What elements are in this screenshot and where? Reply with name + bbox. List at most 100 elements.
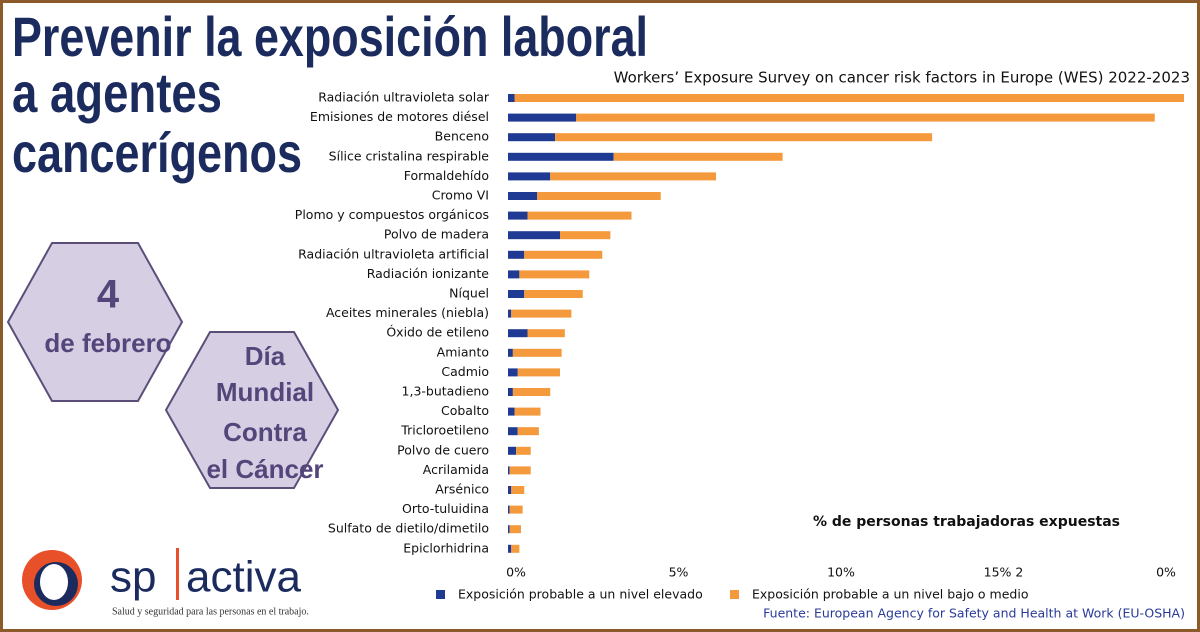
bar-segment	[508, 329, 528, 338]
bar-segment	[511, 486, 525, 494]
logo-tagline: Salud y seguridad para las personas en e…	[112, 606, 309, 617]
category-label: Orto-tuluidina	[402, 501, 489, 516]
chart-title: Workers’ Exposure Survey on cancer risk …	[614, 69, 1190, 87]
category-label: Sulfato de dietilo/dimetilo	[328, 521, 489, 536]
badge-text: el Cáncer	[206, 454, 323, 484]
bar-segment	[550, 172, 716, 181]
bar-segment	[527, 211, 632, 220]
x-tick-label: 0%	[506, 565, 526, 580]
bar-segment	[514, 94, 1184, 102]
category-label: Epiclorhidrina	[403, 540, 489, 555]
category-label: Sílice cristalina respirable	[329, 148, 490, 163]
bar-segment	[537, 192, 661, 200]
logo-divider	[176, 548, 179, 600]
category-label: Cobalto	[441, 403, 489, 418]
category-label: Cadmio	[441, 364, 489, 379]
bar-segment	[508, 211, 528, 220]
category-label: Polvo de madera	[384, 227, 489, 242]
bar-segment	[527, 329, 565, 338]
bar-segment	[509, 505, 523, 514]
bar-segment	[508, 192, 538, 200]
x-tick-label: 5%	[669, 565, 689, 580]
category-label: Emisiones de motores diésel	[310, 109, 489, 124]
category-label: Cromo VI	[432, 188, 489, 203]
bar-segment	[560, 231, 611, 240]
source: Fuente: European Agency for Safety and H…	[763, 606, 1185, 621]
logo-text: activa	[186, 553, 301, 602]
category-label: Polvo de cuero	[397, 442, 489, 457]
legend-swatch	[436, 590, 445, 599]
bar-segment	[509, 525, 521, 534]
title-line: cancerígenos	[12, 121, 302, 184]
bar-segment	[508, 290, 525, 298]
category-label: Formaldehído	[404, 168, 489, 183]
bar-segment	[508, 525, 510, 534]
bar-segment	[511, 544, 520, 553]
bar-segment	[517, 368, 560, 377]
bar-segment	[555, 133, 933, 142]
bar-segment	[512, 348, 562, 357]
category-label: Tricloroetileno	[400, 423, 489, 438]
badge-text: Mundial	[216, 377, 314, 407]
category-label: Plomo y compuestos orgánicos	[295, 207, 489, 222]
bar-segment	[524, 250, 603, 259]
logo-icon	[22, 550, 82, 610]
bar-segment	[512, 388, 551, 396]
category-label: Níquel	[449, 286, 489, 301]
hexagon	[6, 242, 184, 402]
badge-text: de febrero	[44, 328, 171, 358]
bar-segment	[508, 446, 517, 455]
bar-segment	[508, 407, 515, 416]
bar-segment	[508, 427, 518, 436]
legend-label: Exposición probable a un nivel elevado	[458, 587, 703, 602]
bar-segment	[508, 133, 556, 142]
title-line: Prevenir la exposición laboral	[12, 5, 648, 68]
logo-text: sp	[110, 553, 156, 602]
bar-segment	[508, 231, 560, 240]
category-label: Acrilamida	[423, 462, 489, 477]
bar-segment	[508, 348, 513, 357]
category-label: Radiación ultravioleta solar	[318, 90, 490, 105]
bar-segment	[508, 250, 525, 259]
category-label: Radiación ultravioleta artificial	[298, 246, 489, 261]
bar-segment	[576, 113, 1155, 122]
bar-segment	[508, 113, 577, 122]
title-line: a agentes	[12, 61, 222, 124]
bar-segment	[509, 466, 531, 475]
bar-segment	[613, 152, 783, 161]
bar-segment	[514, 407, 541, 416]
badge-text: Día	[245, 341, 286, 371]
x-tick-label: 15% 2	[984, 565, 1024, 580]
category-label: Aceites minerales (niebla)	[326, 305, 489, 320]
bar-segment	[508, 505, 510, 514]
bar-segment	[508, 368, 518, 377]
category-label: Benceno	[435, 129, 489, 144]
category-label: Amianto	[437, 344, 489, 359]
hexagon	[164, 331, 340, 489]
bar-segment	[516, 446, 531, 455]
axis-label: % de personas trabajadoras expuestas	[813, 514, 1120, 530]
bar-segment	[508, 544, 512, 553]
category-label: Arsénico	[435, 482, 489, 497]
bar-segment	[508, 309, 512, 318]
bar-segment	[508, 486, 512, 494]
bar-segment	[508, 270, 520, 279]
bar-segment	[508, 152, 614, 161]
x-tick-label: 0%	[1156, 565, 1176, 580]
bar-segment	[508, 388, 513, 396]
badge-text: Contra	[223, 417, 307, 447]
category-label: Óxido de etileno	[386, 325, 489, 340]
bar-segment	[511, 309, 572, 318]
legend-swatch	[730, 590, 739, 599]
category-label: 1,3-butadieno	[402, 384, 489, 399]
bar-segment	[524, 290, 583, 298]
bar-segment	[519, 270, 590, 279]
category-label: Radiación ionizante	[367, 266, 490, 281]
badge-text: 4	[97, 273, 120, 317]
bar-segment	[517, 427, 539, 436]
x-tick-label: 10%	[827, 565, 855, 580]
legend-label: Exposición probable a un nivel bajo o me…	[752, 587, 1028, 602]
bar-segment	[508, 172, 551, 181]
